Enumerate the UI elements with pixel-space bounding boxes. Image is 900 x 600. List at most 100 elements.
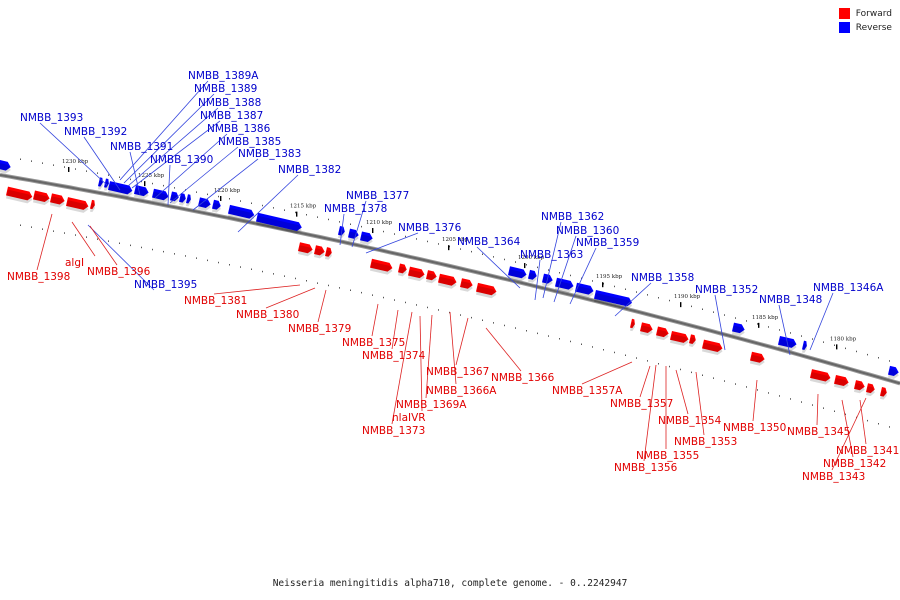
scale-dot xyxy=(746,320,747,322)
scale-dot xyxy=(152,182,153,185)
reverse-gene xyxy=(185,194,191,207)
scale-dot xyxy=(735,317,736,319)
scale-dot xyxy=(240,266,241,268)
gene-arrow xyxy=(133,185,149,197)
scale-dot xyxy=(394,299,395,301)
forward-gene xyxy=(475,282,497,299)
scale-dot xyxy=(746,386,747,388)
scale-dot xyxy=(548,269,549,271)
gene-arrow xyxy=(359,231,373,243)
gene-arrow xyxy=(347,228,359,239)
forward-gene-label: NMBB_1367 xyxy=(426,366,489,378)
gene-arrow-shade xyxy=(688,337,696,347)
forward-gene xyxy=(324,247,332,260)
scale-dot xyxy=(53,230,54,232)
scale-dot xyxy=(427,306,428,309)
gene-arrow xyxy=(425,270,437,281)
scale-dot xyxy=(251,202,252,204)
gene-arrow xyxy=(554,277,574,290)
gene-arrow xyxy=(688,334,696,344)
forward-gene-label: NMBB_1369A xyxy=(396,399,467,411)
forward-leader-line xyxy=(71,221,96,257)
scale-dot xyxy=(889,360,890,362)
tick-mark xyxy=(448,245,450,251)
reverse-gene xyxy=(169,191,179,205)
scale-dot xyxy=(713,311,714,313)
scale-dot xyxy=(691,371,692,374)
scale-dot xyxy=(350,223,351,225)
scale-dot xyxy=(504,258,505,261)
gene-arrow xyxy=(178,193,186,203)
forward-leader-line xyxy=(449,311,457,385)
gene-arrow xyxy=(879,387,887,397)
scale-dot xyxy=(262,270,263,273)
gene-arrow-shade xyxy=(809,372,831,385)
forward-gene-label: NMBB_1373 xyxy=(362,425,425,437)
reverse-gene xyxy=(527,269,537,283)
reverse-gene xyxy=(593,289,633,310)
forward-gene xyxy=(32,190,50,206)
forward-gene xyxy=(853,380,865,394)
scale-dot xyxy=(537,332,538,335)
scale-dot xyxy=(394,233,395,235)
scale-dot xyxy=(779,329,780,331)
forward-gene xyxy=(655,326,669,341)
forward-gene xyxy=(809,369,831,385)
reverse-leader-line xyxy=(131,120,221,189)
reverse-gene-label: NMBB_1363 xyxy=(520,249,583,261)
gene-arrow xyxy=(407,266,425,279)
gene-arrow-shade xyxy=(359,234,373,246)
forward-gene xyxy=(65,197,89,213)
reverse-leader-line xyxy=(476,246,521,289)
gene-arrow-shade xyxy=(475,285,497,299)
scale-dot xyxy=(207,193,208,196)
scale-dot xyxy=(75,168,76,170)
reverse-gene xyxy=(801,340,807,353)
scale-dot xyxy=(361,291,362,294)
scale-dot xyxy=(240,200,241,202)
scale-dot xyxy=(625,354,626,356)
gene-arrow-shade xyxy=(197,200,211,211)
scale-dot xyxy=(119,242,120,244)
scale-dot xyxy=(20,224,21,226)
scale-dot xyxy=(691,305,692,308)
forward-gene xyxy=(879,387,887,400)
gene-arrow xyxy=(324,247,332,257)
gene-arrow-shade xyxy=(369,261,393,275)
reverse-gene-label: NMBB_1383 xyxy=(238,148,301,160)
tick-mark xyxy=(296,211,298,217)
reverse-gene xyxy=(0,160,11,174)
reverse-gene-label: NMBB_1389 xyxy=(194,83,257,95)
gene-arrow xyxy=(475,282,497,296)
forward-gene-label: NMBB_1343 xyxy=(802,471,865,483)
forward-gene-label: NMBB_1353 xyxy=(674,436,737,448)
reverse-gene xyxy=(731,322,745,337)
scale-dot xyxy=(801,335,802,337)
gene-arrow-shade xyxy=(887,368,899,380)
gene-layer xyxy=(0,160,899,400)
scale-dot xyxy=(328,284,329,287)
gene-arrow xyxy=(887,365,899,377)
scale-dot xyxy=(460,314,461,316)
gene-arrow xyxy=(809,369,831,382)
reverse-gene-label: NMBB_1382 xyxy=(278,164,341,176)
reverse-leader-line xyxy=(614,282,652,317)
scale-dot xyxy=(867,419,868,422)
forward-gene xyxy=(297,242,313,257)
forward-leader-line xyxy=(639,365,651,398)
scale-dot xyxy=(218,195,219,198)
scale-dot xyxy=(647,294,648,296)
gene-arrow xyxy=(639,322,653,333)
scale-dot xyxy=(163,184,164,187)
gene-arrow-shade xyxy=(297,245,313,257)
forward-gene xyxy=(49,193,65,208)
forward-leader-line xyxy=(841,399,854,458)
scale-dot xyxy=(526,264,527,266)
tick-label: 1205 kbp xyxy=(442,237,469,243)
forward-leader-line xyxy=(317,289,327,323)
scale-dot xyxy=(757,389,758,391)
scale-dot xyxy=(812,338,813,340)
reverse-leader-line xyxy=(192,158,259,211)
reverse-leader-line xyxy=(569,247,597,305)
scale-dot xyxy=(438,309,439,311)
